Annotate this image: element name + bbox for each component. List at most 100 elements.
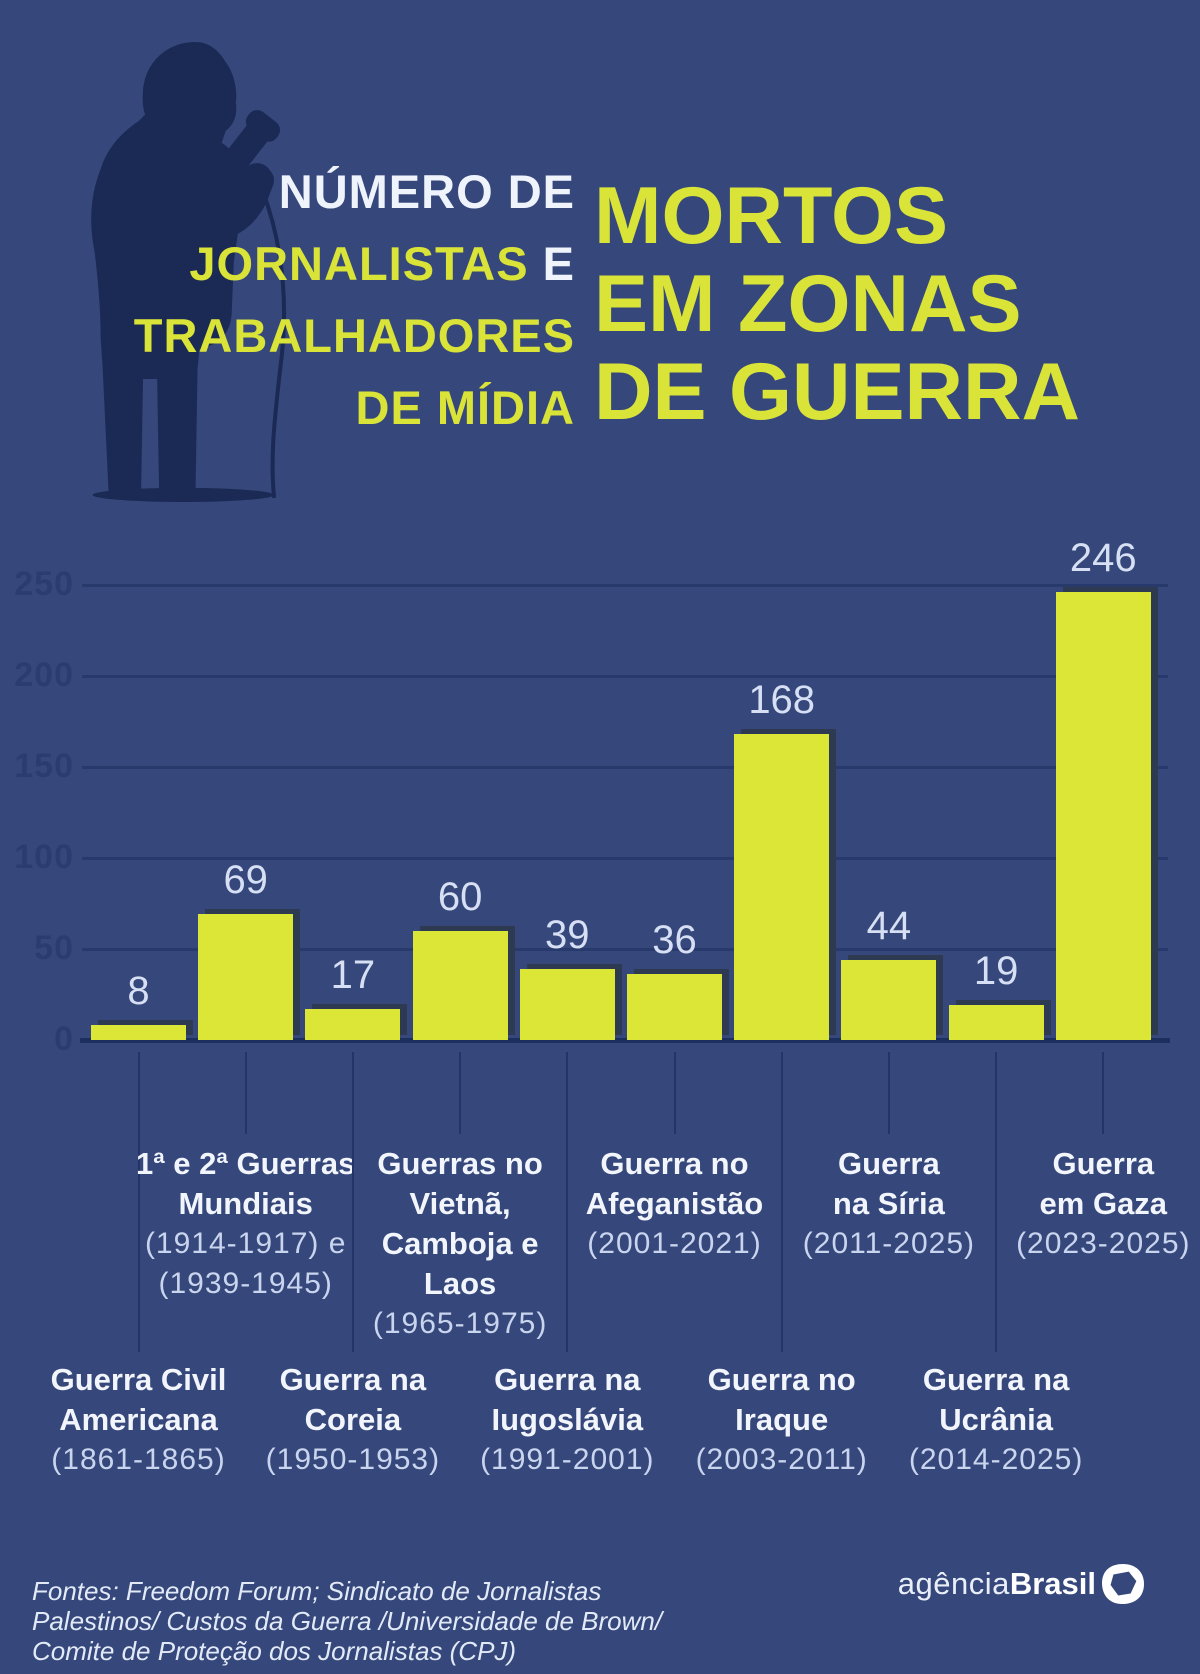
bar <box>305 1009 401 1040</box>
leader-line <box>351 1052 354 1352</box>
sources-line-3: Comite de Proteção dos Jornalistas (CPJ) <box>32 1636 517 1666</box>
category-label: Guerra no Afeganistão (2001-2021) <box>586 1144 763 1264</box>
category-year-line: (2003-2011) <box>695 1443 868 1476</box>
category-year-line: (1939-1945) <box>158 1267 333 1300</box>
category-name-line: Ucrânia <box>939 1402 1053 1437</box>
bar <box>1055 592 1151 1040</box>
kicker-line-2: JORNALISTAS E <box>55 228 575 300</box>
category-name-line: Guerra na <box>279 1362 427 1397</box>
bar-value-label: 39 <box>545 913 590 958</box>
bar <box>91 1025 186 1040</box>
category-name-line: Guerra <box>838 1146 940 1181</box>
title-line-3: DE GUERRA <box>594 347 1081 437</box>
leader-line <box>673 1052 676 1134</box>
y-tick-label: 150 <box>14 747 74 785</box>
category-year-line: (1950-1953) <box>265 1443 441 1476</box>
category-label: Guerra em Gaza (2023-2025) <box>1016 1144 1190 1264</box>
sources-note: Fontes: Freedom Forum; Sindicato de Jorn… <box>32 1576 662 1666</box>
brasil-map-icon <box>1102 1563 1144 1605</box>
category-name-line: Guerras no <box>377 1146 543 1181</box>
category-label: Guerras no Vietnã, Camboja e Laos (1965-1975… <box>373 1144 547 1344</box>
category-label: Guerra na Ucrânia (2014-2025) <box>909 1360 1083 1480</box>
title-line-2: EM ZONAS <box>594 259 1022 349</box>
category-year-line: (2023-2025) <box>1016 1227 1191 1260</box>
bar-value-label: 168 <box>748 678 816 723</box>
category-name-line: Vietnã, <box>409 1186 511 1221</box>
bar-value-label: 69 <box>223 858 268 903</box>
bar-value-label: 19 <box>973 949 1019 994</box>
category-name-line: Afeganistão <box>585 1186 764 1221</box>
category-name-line: na Síria <box>832 1186 945 1221</box>
bar <box>412 930 508 1040</box>
category-year-line: (2001-2021) <box>587 1227 762 1260</box>
leader-line <box>137 1052 140 1352</box>
bar-value-label: 60 <box>437 874 483 919</box>
y-tick-label: 200 <box>14 656 74 694</box>
category-year-line: (1914-1917) e <box>144 1227 347 1260</box>
gridline <box>82 857 1168 860</box>
category-name-line: Guerra no <box>600 1146 749 1181</box>
bar-value-label: 246 <box>1069 536 1137 581</box>
agencia-brasil-logo: agência Brasil <box>898 1560 1145 1608</box>
category-name-line: Iugoslávia <box>491 1402 644 1437</box>
y-tick-label: 250 <box>14 565 74 603</box>
bar-value-label: 8 <box>127 969 150 1014</box>
x-axis-baseline <box>80 1038 1170 1043</box>
gridline <box>82 766 1168 769</box>
logo-text-light: agência <box>897 1566 1010 1601</box>
title-line-1: MORTOS <box>594 171 949 261</box>
leader-line <box>780 1052 783 1352</box>
category-name-line: Guerra Civil <box>50 1362 227 1397</box>
bar <box>948 1005 1044 1040</box>
category-year-line: (1991-2001) <box>480 1443 655 1476</box>
bar-value-label: 17 <box>330 953 376 998</box>
leader-line <box>1102 1052 1105 1134</box>
gridline <box>82 584 1168 587</box>
bar-value-label: 36 <box>652 918 697 963</box>
leader-line <box>244 1052 247 1134</box>
category-label: Guerra na Síria (2011-2025) <box>803 1144 975 1264</box>
bar <box>519 969 615 1040</box>
category-name-line: Guerra na <box>922 1362 1070 1397</box>
bar <box>627 974 722 1040</box>
bar <box>841 959 937 1040</box>
gridline <box>82 948 1168 951</box>
gridline <box>82 675 1168 678</box>
category-name-line: Coreia <box>304 1402 402 1437</box>
category-name-line: Guerra na <box>494 1362 641 1397</box>
leader-line <box>887 1052 890 1134</box>
logo-text-bold: Brasil <box>1009 1566 1096 1601</box>
leader-line <box>995 1052 998 1352</box>
kicker-line-3: TRABALHADORES <box>133 309 575 362</box>
y-tick-label: 50 <box>34 929 74 967</box>
kicker-line-2-white: E <box>542 237 575 290</box>
category-name-line: Mundiais <box>178 1186 313 1221</box>
category-year-line: (1965-1975) <box>372 1307 548 1340</box>
category-label: Guerra na Coreia (1950-1953) <box>266 1360 440 1480</box>
category-label: Guerra Civil Americana (1861-1865) <box>51 1360 227 1480</box>
sources-line-1: Fontes: Freedom Forum; Sindicato de Jorn… <box>32 1576 602 1606</box>
journalist-silhouette-icon <box>91 42 287 502</box>
bar <box>198 914 294 1040</box>
category-label: Guerra no Iraque (2003-2011) <box>696 1360 868 1480</box>
sources-line-2: Palestinos/ Custos da Guerra /Universida… <box>32 1606 663 1636</box>
category-year-line: (2014-2025) <box>908 1443 1084 1476</box>
bar <box>734 734 830 1040</box>
category-label: Guerra na Iugoslávia (1991-2001) <box>480 1360 654 1480</box>
kicker-line-2-yellow: JORNALISTAS <box>189 237 543 290</box>
leader-line <box>566 1052 569 1352</box>
category-name-line: Camboja e <box>381 1226 539 1261</box>
category-year-line: (1861-1865) <box>51 1443 226 1476</box>
category-name-line: Laos <box>423 1266 497 1301</box>
category-year-line: (2011-2025) <box>802 1227 976 1260</box>
kicker-line-1: NÚMERO DE <box>278 165 575 218</box>
category-name-line: Guerra <box>1052 1146 1155 1181</box>
leader-line <box>459 1052 462 1134</box>
page-title: MORTOS EM ZONAS DE GUERRA <box>594 172 1080 436</box>
category-name-line: Iraque <box>735 1402 829 1437</box>
y-tick-label: 0 <box>54 1020 74 1058</box>
category-name-line: Guerra no <box>707 1362 856 1397</box>
category-name-line: 1ª e 2ª Guerras <box>135 1146 356 1181</box>
